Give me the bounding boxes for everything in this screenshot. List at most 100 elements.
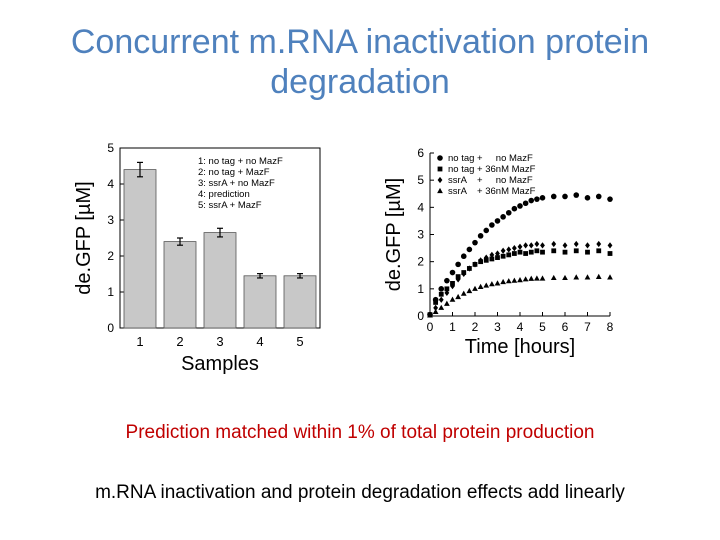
line-x-tick-label: 3 <box>494 320 501 334</box>
point-series-2 <box>562 249 568 255</box>
point-series-2 <box>528 249 534 255</box>
point-series-2 <box>511 251 517 256</box>
point-series-2 <box>596 248 602 254</box>
point-series-1 <box>455 261 461 268</box>
bar-legend-entry: 1: no tag + no MazF <box>198 156 283 167</box>
point-series-4 <box>438 304 445 310</box>
point-series-4 <box>573 274 580 280</box>
point-series-4 <box>500 278 506 285</box>
line-x-tick-label: 4 <box>517 320 524 334</box>
point-series-4 <box>432 308 439 315</box>
line-y-tick-label: 4 <box>417 200 424 214</box>
point-series-4 <box>522 276 529 282</box>
line-x-axis-label: Time [hours] <box>465 336 575 358</box>
point-series-1 <box>477 233 484 239</box>
point-series-4 <box>607 274 613 280</box>
point-series-4 <box>460 290 467 296</box>
point-series-2 <box>534 248 540 254</box>
point-series-1 <box>500 214 506 220</box>
point-series-4 <box>534 275 540 281</box>
point-series-3 <box>528 242 534 249</box>
point-series-3 <box>511 244 517 252</box>
bar-sample-5 <box>283 275 317 329</box>
point-series-3 <box>444 289 450 297</box>
bar-x-axis-label: Samples <box>181 353 259 375</box>
point-series-1 <box>539 195 546 201</box>
point-series-2 <box>438 291 444 297</box>
point-series-3 <box>500 247 506 254</box>
point-series-4 <box>539 275 546 281</box>
point-series-1 <box>466 246 473 253</box>
bar-y-axis-label: de.GFP [µM] <box>73 181 95 294</box>
point-series-1 <box>494 218 501 224</box>
point-series-3 <box>562 242 568 249</box>
line-x-tick-label: 5 <box>539 320 546 334</box>
bar-legend-entry: 2: no tag + MazF <box>198 167 270 178</box>
legend-marker-series-1 <box>437 155 443 161</box>
point-series-2 <box>551 248 557 254</box>
point-series-3 <box>466 265 472 272</box>
line-y-tick-label: 6 <box>417 146 424 160</box>
point-series-3 <box>585 242 590 249</box>
bar-chart: 0 1 2 3 4 5 1 2 3 4 5 Samples de.GFP [µM] 1: no tag +… <box>73 141 321 375</box>
line-y-tick-label: 3 <box>417 228 424 242</box>
line-x-tick-label: 8 <box>607 320 614 334</box>
point-series-4 <box>505 278 512 284</box>
point-series-4 <box>517 277 523 283</box>
point-series-4 <box>550 274 557 281</box>
point-series-2 <box>607 251 613 256</box>
point-series-3 <box>506 246 512 253</box>
bar-y-tick-label: 1 <box>107 285 114 299</box>
point-series-4 <box>489 281 495 287</box>
caption-additivity: m.RNA inactivation and protein degradati… <box>95 482 625 503</box>
line-y-axis-label: de.GFP [µM] <box>383 178 405 291</box>
bar-x-tick-label: 5 <box>296 334 303 349</box>
bar-sample-4 <box>243 275 277 329</box>
point-series-2 <box>506 252 512 258</box>
bar-legend-entry: 3: ssrA + no MazF <box>198 178 275 189</box>
line-x-tick-label: 0 <box>427 320 434 334</box>
point-series-1 <box>517 203 523 209</box>
point-series-3 <box>607 242 613 249</box>
point-series-1 <box>607 196 613 202</box>
point-series-1 <box>449 269 456 276</box>
line-y-tick-label: 0 <box>417 309 424 323</box>
point-series-1 <box>584 195 591 201</box>
bar-x-tick-label: 4 <box>256 334 263 349</box>
point-series-1 <box>483 227 490 234</box>
line-x-tick-label: 6 <box>562 320 569 334</box>
bar-sample-3 <box>203 232 237 329</box>
point-series-1 <box>511 205 518 212</box>
caption-prediction: Prediction matched within 1% of total pr… <box>125 422 595 443</box>
point-series-1 <box>522 200 529 207</box>
line-y-tick-label: 2 <box>417 255 424 269</box>
point-series-2 <box>433 300 439 305</box>
point-series-2 <box>495 255 500 260</box>
legend-marker-series-4 <box>437 187 443 194</box>
point-series-1 <box>460 253 467 260</box>
point-series-4 <box>494 280 501 286</box>
point-series-4 <box>449 296 456 302</box>
point-series-2 <box>585 249 590 255</box>
point-series-3 <box>551 240 557 248</box>
legend-marker-series-3 <box>437 176 443 184</box>
bar-y-tick-label: 3 <box>107 213 114 227</box>
point-series-4 <box>595 273 602 279</box>
point-series-4 <box>472 285 478 291</box>
point-series-1 <box>444 277 450 284</box>
point-series-4 <box>584 274 591 280</box>
point-series-1 <box>489 222 495 228</box>
slide-title: Concurrent m.RNA inactivation protein de… <box>20 22 700 102</box>
bar-legend-entry: 5: ssrA + MazF <box>198 200 262 211</box>
bar-y-tick-label: 0 <box>107 321 114 335</box>
point-series-1 <box>505 209 512 216</box>
point-series-2 <box>489 256 495 262</box>
legend-marker-series-2 <box>437 166 443 172</box>
point-series-4 <box>427 312 433 318</box>
line-legend-entry: ssrA + 36nM MazF <box>448 186 536 197</box>
line-x-tick-label: 2 <box>472 320 479 334</box>
point-series-4 <box>483 282 490 288</box>
bar-x-tick-label: 3 <box>216 334 223 349</box>
line-y-tick-label: 1 <box>417 282 424 296</box>
point-series-4 <box>477 283 484 290</box>
